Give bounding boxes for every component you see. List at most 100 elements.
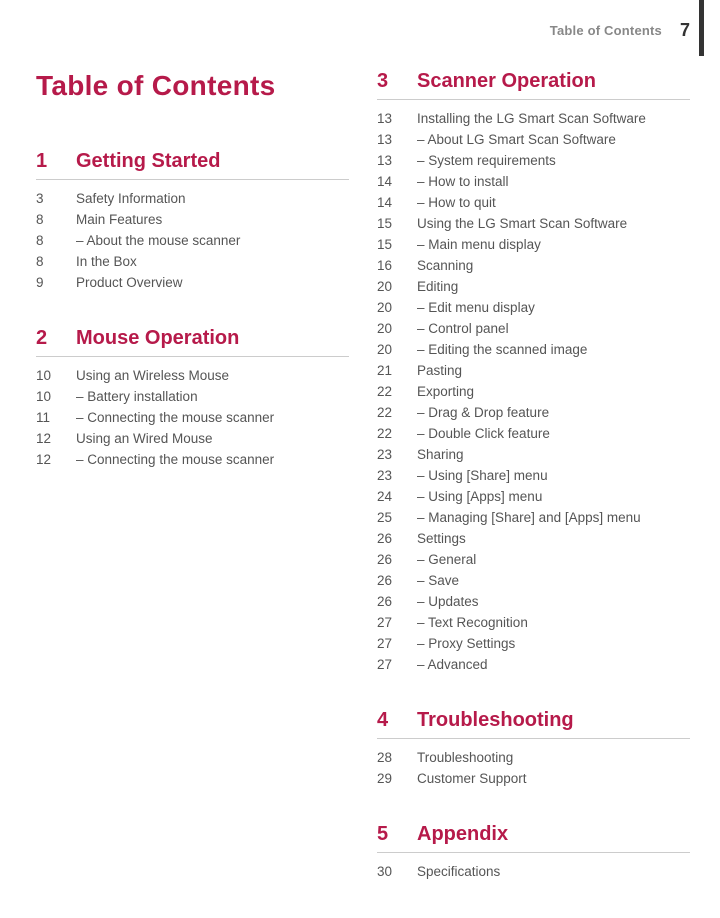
section-title: Getting Started — [76, 150, 220, 173]
page: Table of Contents 7 Table of Contents 1 … — [0, 0, 720, 918]
toc-entry: 23Sharing — [377, 444, 690, 465]
toc-entry-text: Managing [Share] and [Apps] menu — [417, 507, 690, 528]
toc-entry-page: 22 — [377, 381, 417, 402]
toc-entry-page: 23 — [377, 465, 417, 486]
toc-entry-text: Connecting the mouse scanner — [76, 449, 349, 470]
toc-entry-text: Text Recognition — [417, 612, 690, 633]
toc-entry-page: 23 — [377, 444, 417, 465]
toc-entry-page: 26 — [377, 528, 417, 549]
toc-section-3: 3 Scanner Operation 13Installing the LG … — [377, 70, 690, 675]
toc-entry: 21Pasting — [377, 360, 690, 381]
toc-entry-page: 20 — [377, 318, 417, 339]
page-number: 7 — [680, 20, 690, 41]
section-number: 5 — [377, 823, 395, 846]
toc-entry-page: 27 — [377, 633, 417, 654]
section-number: 3 — [377, 70, 395, 93]
toc-entry-page: 20 — [377, 297, 417, 318]
toc-entry-text: General — [417, 549, 690, 570]
toc-entry: 22Exporting — [377, 381, 690, 402]
toc-entry-page: 13 — [377, 150, 417, 171]
toc-entry-page: 21 — [377, 360, 417, 381]
running-title: Table of Contents — [550, 23, 662, 38]
toc-entry: 28Troubleshooting — [377, 747, 690, 768]
toc-entry: 20Edit menu display — [377, 297, 690, 318]
toc-entry-text: Settings — [417, 528, 690, 549]
toc-entry-page: 14 — [377, 192, 417, 213]
toc-entry-page: 20 — [377, 339, 417, 360]
toc-entry-page: 8 — [36, 230, 76, 251]
running-header: Table of Contents 7 — [550, 20, 690, 41]
toc-entry: 13System requirements — [377, 150, 690, 171]
content-columns: Table of Contents 1 Getting Started 3Saf… — [36, 70, 690, 882]
toc-entry: 20Control panel — [377, 318, 690, 339]
toc-entry-page: 26 — [377, 591, 417, 612]
toc-entry-text: Pasting — [417, 360, 690, 381]
toc-section-1: 1 Getting Started 3Safety Information8Ma… — [36, 150, 349, 293]
toc-entry: 20Editing — [377, 276, 690, 297]
toc-entry-text: Editing the scanned image — [417, 339, 690, 360]
toc-entry-page: 11 — [36, 407, 76, 428]
toc-entry: 29Customer Support — [377, 768, 690, 789]
toc-entry-page: 25 — [377, 507, 417, 528]
toc-entry-page: 8 — [36, 251, 76, 272]
section-header: 5 Appendix — [377, 823, 690, 853]
toc-entry-text: About the mouse scanner — [76, 230, 349, 251]
section-title: Scanner Operation — [417, 70, 596, 93]
toc-entry-page: 20 — [377, 276, 417, 297]
toc-list: 3Safety Information8Main Features8About … — [36, 188, 349, 293]
section-header: 4 Troubleshooting — [377, 709, 690, 739]
toc-entry-text: Control panel — [417, 318, 690, 339]
toc-entry-page: 30 — [377, 861, 417, 882]
section-header: 1 Getting Started — [36, 150, 349, 180]
toc-entry-page: 13 — [377, 108, 417, 129]
toc-entry: 12Using an Wired Mouse — [36, 428, 349, 449]
toc-entry-text: Troubleshooting — [417, 747, 690, 768]
toc-entry-text: Updates — [417, 591, 690, 612]
section-title: Troubleshooting — [417, 709, 574, 732]
toc-entry: 3Safety Information — [36, 188, 349, 209]
toc-entry: 26Save — [377, 570, 690, 591]
toc-entry-text: Connecting the mouse scanner — [76, 407, 349, 428]
toc-entry: 8About the mouse scanner — [36, 230, 349, 251]
toc-entry-text: Product Overview — [76, 272, 349, 293]
toc-entry-text: About LG Smart Scan Software — [417, 129, 690, 150]
section-title: Appendix — [417, 823, 508, 846]
toc-entry: 23Using [Share] menu — [377, 465, 690, 486]
page-title: Table of Contents — [36, 70, 349, 102]
toc-entry: 22Double Click feature — [377, 423, 690, 444]
toc-entry: 13Installing the LG Smart Scan Software — [377, 108, 690, 129]
section-title: Mouse Operation — [76, 327, 239, 350]
right-column: 3 Scanner Operation 13Installing the LG … — [377, 70, 690, 882]
toc-entry: 20Editing the scanned image — [377, 339, 690, 360]
toc-entry-text: Using an Wired Mouse — [76, 428, 349, 449]
toc-entry-text: Battery installation — [76, 386, 349, 407]
toc-entry-page: 10 — [36, 365, 76, 386]
toc-section-4: 4 Troubleshooting 28Troubleshooting29Cus… — [377, 709, 690, 789]
toc-list: 28Troubleshooting29Customer Support — [377, 747, 690, 789]
toc-entry-text: Using an Wireless Mouse — [76, 365, 349, 386]
toc-entry: 12Connecting the mouse scanner — [36, 449, 349, 470]
toc-entry-text: Double Click feature — [417, 423, 690, 444]
toc-entry: 16Scanning — [377, 255, 690, 276]
toc-entry: 30Specifications — [377, 861, 690, 882]
toc-entry-page: 26 — [377, 549, 417, 570]
toc-entry: 27Advanced — [377, 654, 690, 675]
toc-entry-page: 15 — [377, 234, 417, 255]
toc-list: 10Using an Wireless Mouse10Battery insta… — [36, 365, 349, 470]
toc-entry-text: How to quit — [417, 192, 690, 213]
toc-entry-text: Using [Share] menu — [417, 465, 690, 486]
toc-entry: 10Battery installation — [36, 386, 349, 407]
toc-entry-text: Main menu display — [417, 234, 690, 255]
toc-entry-page: 8 — [36, 209, 76, 230]
toc-entry-page: 9 — [36, 272, 76, 293]
toc-entry-page: 16 — [377, 255, 417, 276]
toc-entry-page: 13 — [377, 129, 417, 150]
toc-entry: 11Connecting the mouse scanner — [36, 407, 349, 428]
toc-entry: 14How to quit — [377, 192, 690, 213]
toc-entry-page: 14 — [377, 171, 417, 192]
toc-entry: 27Proxy Settings — [377, 633, 690, 654]
toc-section-2: 2 Mouse Operation 10Using an Wireless Mo… — [36, 327, 349, 470]
toc-entry: 8In the Box — [36, 251, 349, 272]
toc-entry-text: Edit menu display — [417, 297, 690, 318]
toc-entry-text: Save — [417, 570, 690, 591]
